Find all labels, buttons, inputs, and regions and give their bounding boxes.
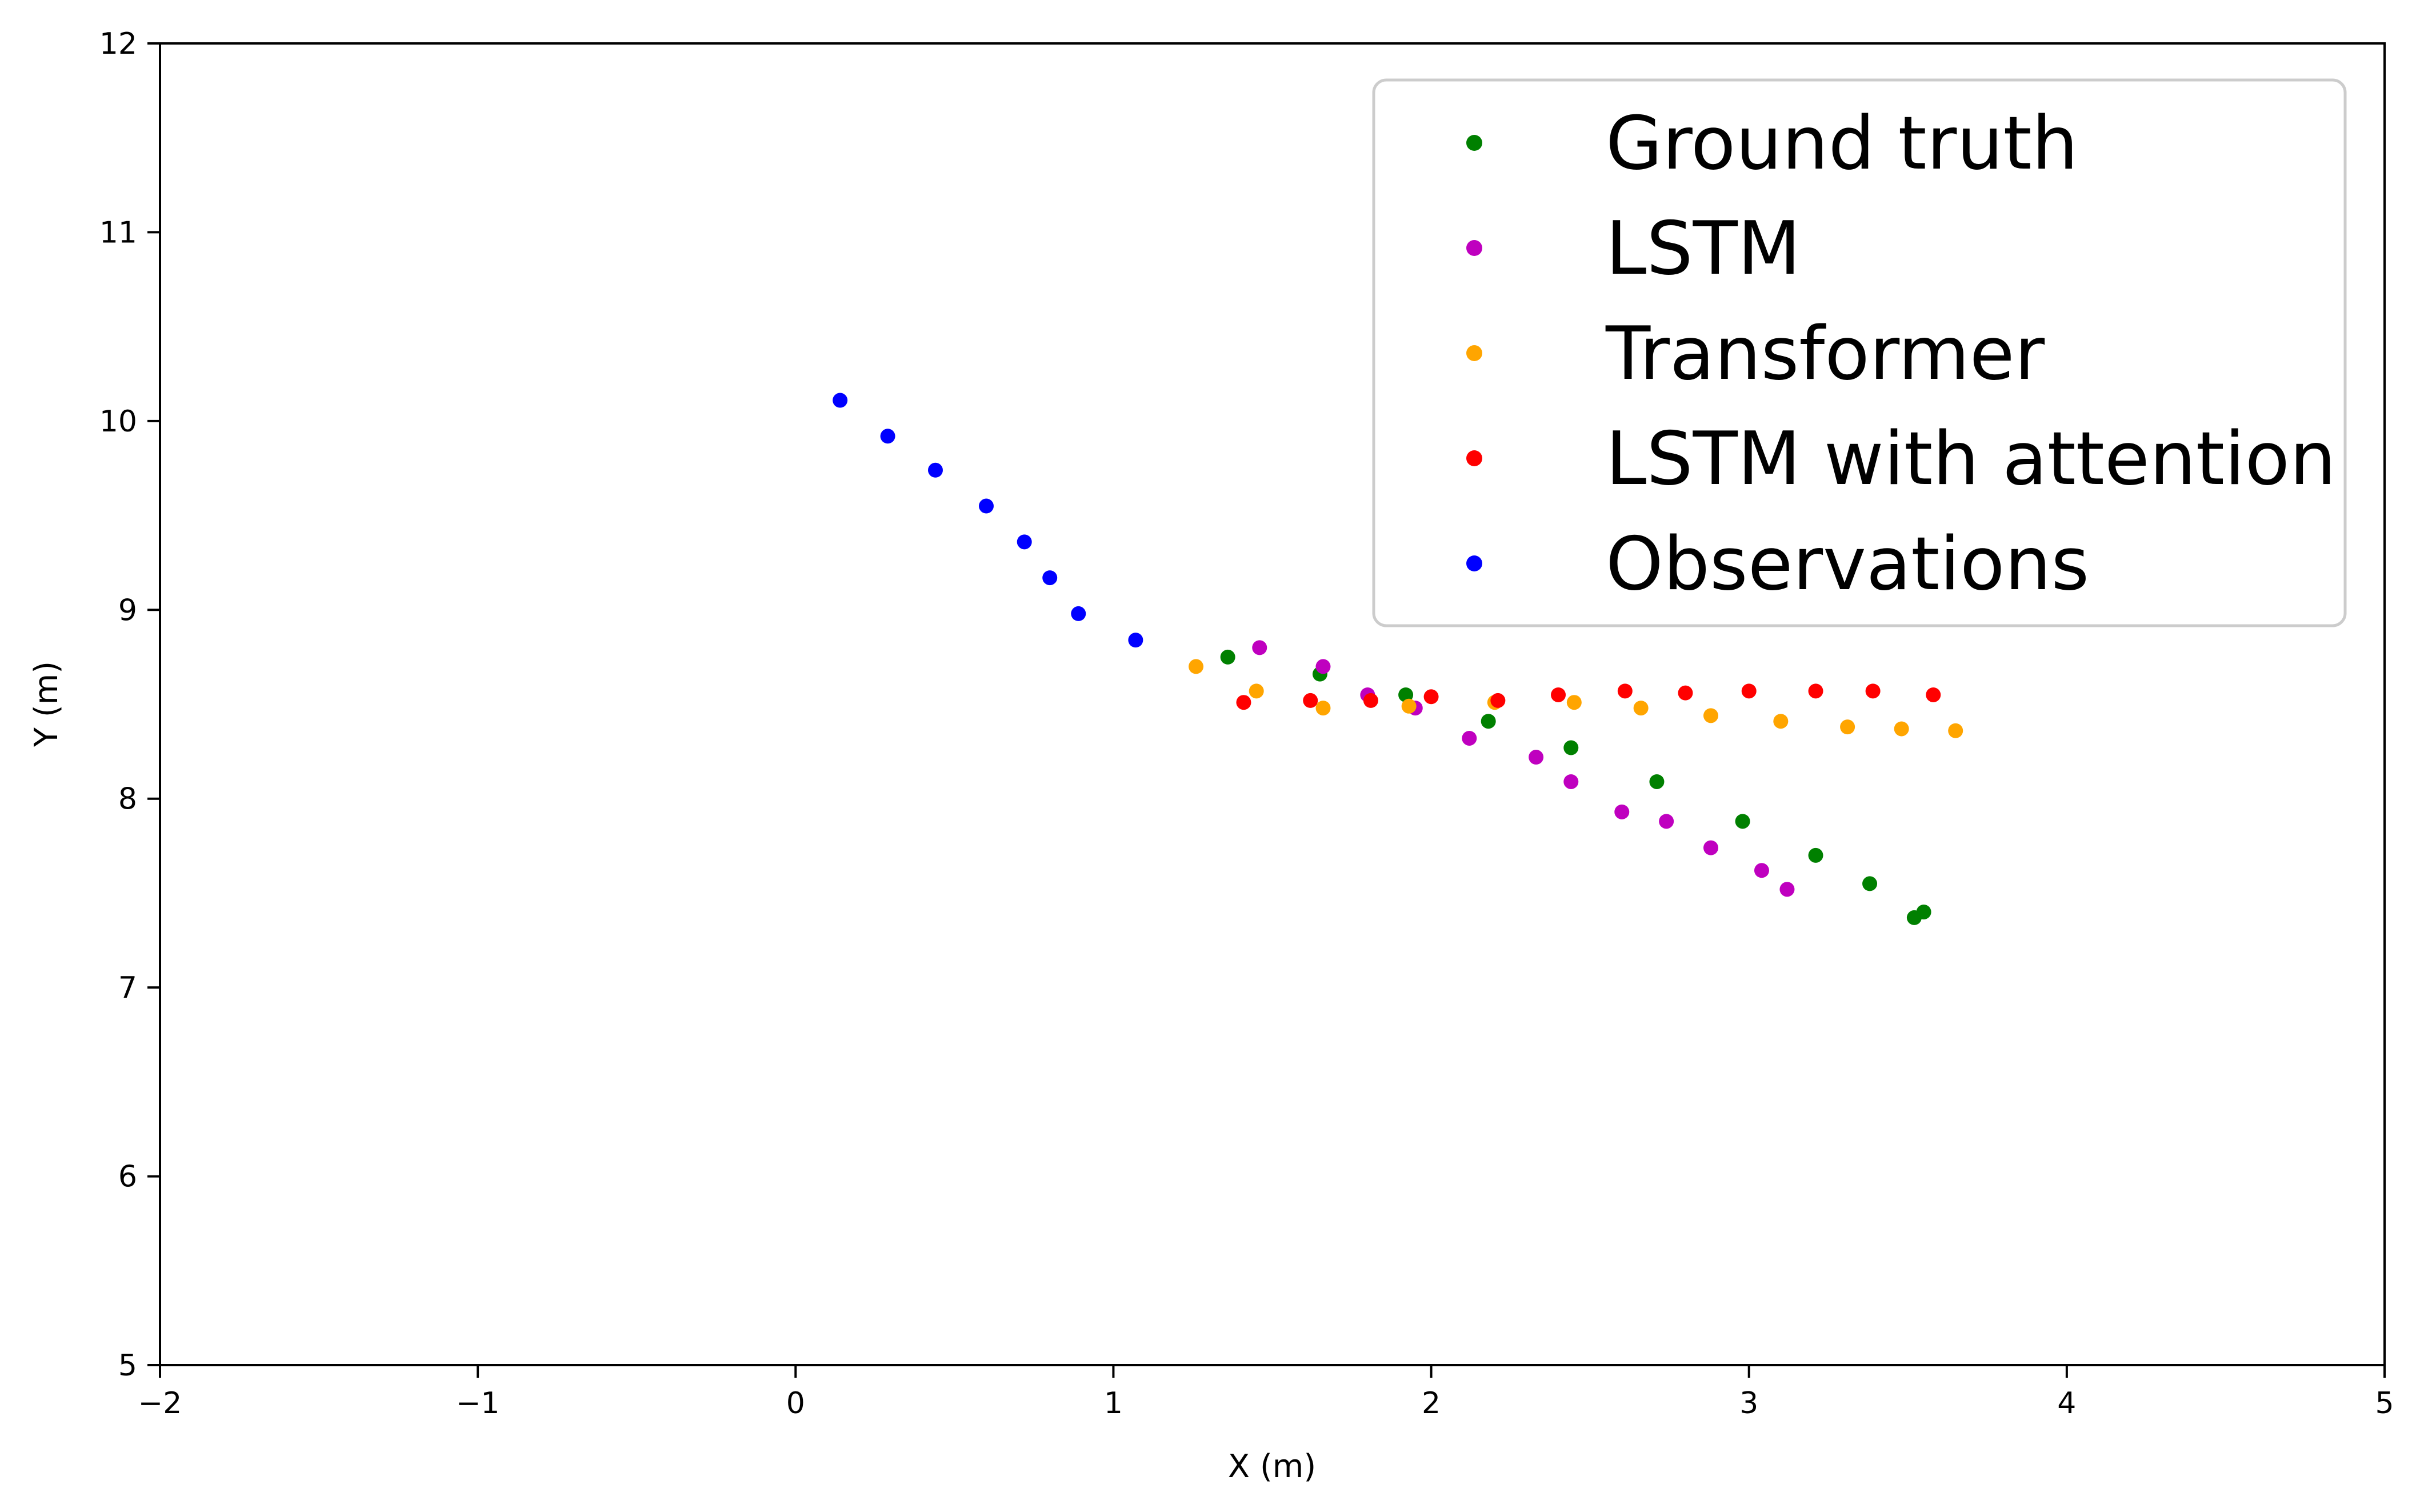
point-observations — [880, 429, 895, 444]
legend-label-observations: Observations — [1606, 522, 2089, 607]
series-ground-truth — [1220, 649, 1931, 925]
point-transformer — [1566, 695, 1582, 710]
point-transformer — [1189, 659, 1204, 674]
point-transformer — [1773, 714, 1789, 729]
point-lstm — [1614, 804, 1630, 819]
point-transformer — [1401, 698, 1417, 714]
point-lstm-with-attention — [1926, 687, 1941, 702]
point-lstm-with-attention — [1617, 683, 1633, 699]
point-transformer — [1633, 701, 1649, 716]
point-lstm-with-attention — [1551, 687, 1566, 702]
point-lstm-with-attention — [1303, 693, 1318, 708]
point-lstm-with-attention — [1865, 683, 1881, 699]
x-axis-ticks: −2 −1 0 1 2 3 4 5 — [138, 1365, 2394, 1421]
point-lstm-with-attention — [1808, 683, 1823, 699]
x-axis-label: X (m) — [1228, 1448, 1316, 1485]
legend-label-lstm-with-attention: LSTM with attention — [1606, 417, 2336, 502]
y-tick-label: 5 — [118, 1349, 137, 1383]
y-tick-label: 7 — [118, 971, 137, 1005]
x-tick-label: −1 — [456, 1386, 500, 1421]
point-ground-truth — [1735, 814, 1750, 829]
legend-marker-transformer — [1466, 345, 1482, 361]
point-observations — [1128, 633, 1143, 648]
point-lstm — [1703, 840, 1718, 855]
point-transformer — [1249, 683, 1264, 699]
legend-entries: Ground truth LSTM Transformer LSTM with att… — [1466, 101, 2336, 607]
point-lstm-with-attention — [1363, 693, 1378, 708]
legend-marker-observations — [1466, 555, 1482, 571]
series-lstm — [1252, 640, 1795, 897]
point-lstm — [1779, 882, 1795, 897]
point-lstm — [1659, 814, 1674, 829]
series-observations — [833, 393, 1143, 648]
point-ground-truth — [1808, 847, 1823, 863]
legend-box — [1372, 78, 2347, 627]
point-lstm — [1754, 863, 1769, 878]
y-tick-label: 8 — [118, 782, 137, 817]
y-tick-label: 12 — [99, 27, 137, 61]
x-tick-label: −2 — [138, 1386, 182, 1421]
point-transformer — [1840, 719, 1855, 735]
point-lstm-with-attention — [1236, 695, 1251, 710]
point-observations — [927, 462, 943, 478]
legend-marker-ground-truth — [1466, 135, 1482, 151]
point-lstm-with-attention — [1741, 683, 1757, 699]
legend-label-ground-truth: Ground truth — [1606, 101, 2078, 186]
legend-marker-lstm — [1466, 240, 1482, 256]
point-ground-truth — [1481, 714, 1496, 729]
y-tick-label: 6 — [118, 1160, 137, 1194]
point-ground-truth — [1862, 876, 1878, 891]
point-lstm — [1315, 659, 1331, 674]
legend-marker-lstm-with-attention — [1466, 450, 1482, 466]
point-ground-truth — [1649, 774, 1665, 789]
point-observations — [833, 393, 848, 408]
point-ground-truth — [1220, 649, 1235, 665]
point-transformer — [1948, 723, 1963, 738]
x-tick-label: 0 — [786, 1386, 805, 1421]
legend-label-lstm: LSTM — [1606, 206, 1801, 291]
plot-area-frame — [159, 42, 2386, 1366]
x-tick-label: 1 — [1104, 1386, 1123, 1421]
y-axis-ticks: 5 6 7 8 9 10 11 12 — [99, 27, 160, 1383]
series-lstm-with-attention — [1236, 683, 1941, 710]
point-transformer — [1894, 721, 1909, 737]
point-lstm-with-attention — [1490, 693, 1506, 708]
point-ground-truth — [1398, 687, 1414, 702]
x-tick-label: 3 — [1739, 1386, 1758, 1421]
y-tick-label: 11 — [99, 215, 137, 250]
x-tick-label: 2 — [1422, 1386, 1441, 1421]
point-lstm-with-attention — [1678, 685, 1693, 701]
point-lstm — [1563, 774, 1579, 789]
y-tick-label: 10 — [99, 405, 137, 439]
y-axis-label: Y (m) — [28, 661, 65, 747]
x-tick-label: 5 — [2375, 1386, 2394, 1421]
point-lstm-with-attention — [1423, 689, 1439, 705]
point-observations — [1042, 570, 1058, 586]
point-observations — [1071, 606, 1086, 621]
point-transformer — [1703, 708, 1718, 723]
y-tick-label: 9 — [118, 593, 137, 627]
data-points-layer — [833, 393, 1963, 925]
point-ground-truth — [1916, 904, 1931, 919]
point-transformer — [1315, 701, 1331, 716]
point-ground-truth — [1563, 740, 1579, 755]
legend-label-transformer: Transformer — [1605, 311, 2045, 397]
point-lstm — [1252, 640, 1267, 655]
point-lstm — [1529, 750, 1544, 765]
point-observations — [1017, 534, 1032, 550]
x-tick-label: 4 — [2057, 1386, 2076, 1421]
point-lstm — [1462, 730, 1477, 746]
point-observations — [978, 498, 994, 514]
legend: Ground truth LSTM Transformer LSTM with att… — [1372, 78, 2347, 627]
